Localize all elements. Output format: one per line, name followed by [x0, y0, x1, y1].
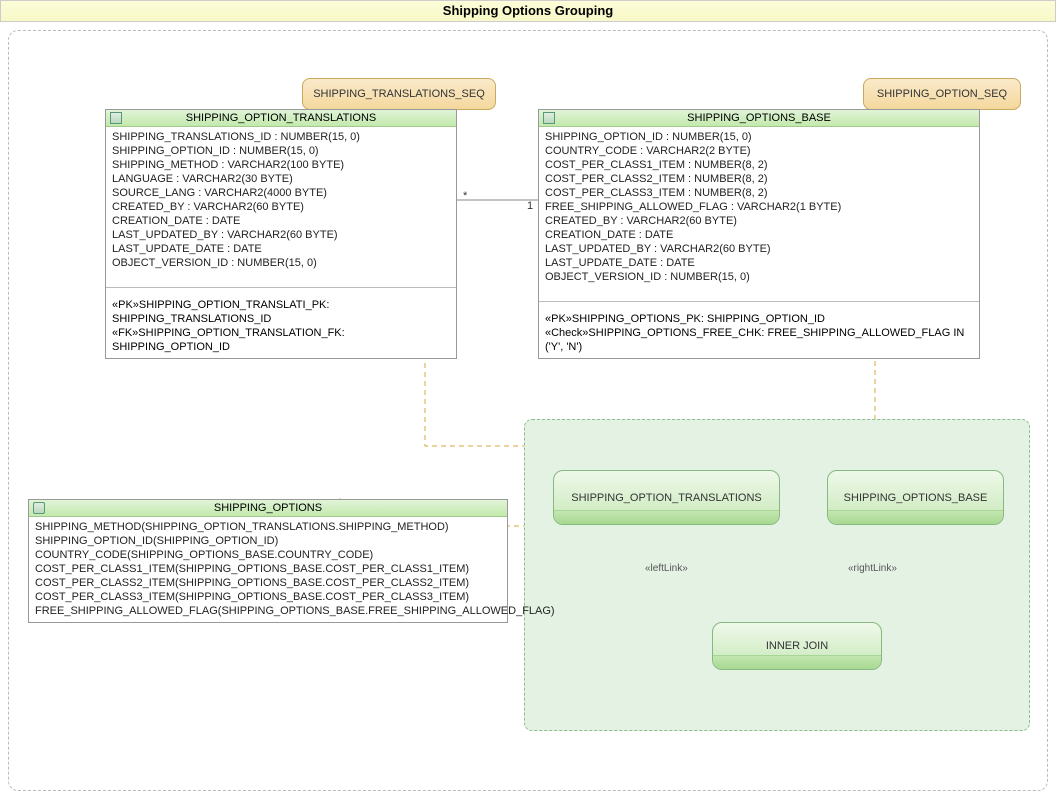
- col: SHIPPING_OPTION_ID : NUMBER(15, 0): [545, 130, 973, 144]
- multiplicity-star: *: [463, 190, 467, 202]
- col: CREATION_DATE : DATE: [545, 228, 973, 242]
- key: «FK»SHIPPING_OPTION_TRANSLATION_FK: SHIP…: [112, 326, 450, 354]
- diagram-title: Shipping Options Grouping: [0, 0, 1056, 22]
- col: CREATION_DATE : DATE: [112, 214, 450, 228]
- col: CREATED_BY : VARCHAR2(60 BYTE): [112, 200, 450, 214]
- right-link-label: «rightLink»: [848, 563, 897, 574]
- col: OBJECT_VERSION_ID : NUMBER(15, 0): [545, 270, 973, 284]
- view-shipping-options[interactable]: SHIPPING_OPTIONS SHIPPING_METHOD(SHIPPIN…: [28, 499, 508, 623]
- col: SHIPPING_OPTION_ID(SHIPPING_OPTION_ID): [35, 534, 501, 548]
- node-band: [828, 510, 1003, 524]
- entity-shipping-options-base[interactable]: SHIPPING_OPTIONS_BASE SHIPPING_OPTION_ID…: [538, 109, 980, 359]
- key: «PK»SHIPPING_OPTIONS_PK: SHIPPING_OPTION…: [545, 312, 973, 326]
- col: SHIPPING_OPTION_ID : NUMBER(15, 0): [112, 144, 450, 158]
- view-icon: [33, 502, 45, 514]
- node-shipping-options-base[interactable]: SHIPPING_OPTIONS_BASE: [827, 470, 1004, 525]
- node-label: INNER JOIN: [766, 640, 828, 652]
- sequence-shipping-translations-seq: SHIPPING_TRANSLATIONS_SEQ: [302, 78, 496, 110]
- col: COST_PER_CLASS2_ITEM(SHIPPING_OPTIONS_BA…: [35, 576, 501, 590]
- col: SHIPPING_METHOD(SHIPPING_OPTION_TRANSLAT…: [35, 520, 501, 534]
- node-inner-join[interactable]: INNER JOIN: [712, 622, 882, 670]
- col: FREE_SHIPPING_ALLOWED_FLAG : VARCHAR2(1 …: [545, 200, 973, 214]
- col: FREE_SHIPPING_ALLOWED_FLAG(SHIPPING_OPTI…: [35, 604, 501, 618]
- col: LAST_UPDATE_DATE : DATE: [545, 256, 973, 270]
- node-band: [554, 510, 779, 524]
- view-columns: SHIPPING_METHOD(SHIPPING_OPTION_TRANSLAT…: [29, 517, 507, 622]
- entity-keys: «PK»SHIPPING_OPTIONS_PK: SHIPPING_OPTION…: [539, 309, 979, 358]
- diagram-canvas: Shipping Options Grouping SHIPPING_TRANS…: [0, 0, 1056, 799]
- sequence-shipping-option-seq: SHIPPING_OPTION_SEQ: [863, 78, 1021, 110]
- col: COST_PER_CLASS1_ITEM : NUMBER(8, 2): [545, 158, 973, 172]
- node-label: SHIPPING_OPTION_TRANSLATIONS: [571, 492, 762, 504]
- col: COST_PER_CLASS3_ITEM(SHIPPING_OPTIONS_BA…: [35, 590, 501, 604]
- entity-columns: SHIPPING_OPTION_ID : NUMBER(15, 0) COUNT…: [539, 127, 979, 309]
- col: SHIPPING_METHOD : VARCHAR2(100 BYTE): [112, 158, 450, 172]
- entity-columns: SHIPPING_TRANSLATIONS_ID : NUMBER(15, 0)…: [106, 127, 456, 295]
- table-icon: [543, 112, 555, 124]
- col: COUNTRY_CODE : VARCHAR2(2 BYTE): [545, 144, 973, 158]
- col: LANGUAGE : VARCHAR2(30 BYTE): [112, 172, 450, 186]
- col: COUNTRY_CODE(SHIPPING_OPTIONS_BASE.COUNT…: [35, 548, 501, 562]
- col: LAST_UPDATE_DATE : DATE: [112, 242, 450, 256]
- key: «Check»SHIPPING_OPTIONS_FREE_CHK: FREE_S…: [545, 326, 973, 354]
- join-subframe: [524, 419, 1030, 731]
- left-link-label: «leftLink»: [645, 563, 688, 574]
- col: COST_PER_CLASS2_ITEM : NUMBER(8, 2): [545, 172, 973, 186]
- multiplicity-one: 1: [527, 200, 533, 212]
- col: SHIPPING_TRANSLATIONS_ID : NUMBER(15, 0): [112, 130, 450, 144]
- col: OBJECT_VERSION_ID : NUMBER(15, 0): [112, 256, 450, 270]
- view-header: SHIPPING_OPTIONS: [29, 500, 507, 517]
- node-band: [713, 655, 881, 669]
- node-label: SHIPPING_OPTIONS_BASE: [844, 492, 988, 504]
- col: COST_PER_CLASS1_ITEM(SHIPPING_OPTIONS_BA…: [35, 562, 501, 576]
- entity-header: SHIPPING_OPTION_TRANSLATIONS: [106, 110, 456, 127]
- col: LAST_UPDATED_BY : VARCHAR2(60 BYTE): [112, 228, 450, 242]
- entity-header: SHIPPING_OPTIONS_BASE: [539, 110, 979, 127]
- view-title: SHIPPING_OPTIONS: [214, 502, 322, 514]
- entity-keys: «PK»SHIPPING_OPTION_TRANSLATI_PK: SHIPPI…: [106, 295, 456, 358]
- entity-title: SHIPPING_OPTIONS_BASE: [687, 112, 831, 124]
- col: SOURCE_LANG : VARCHAR2(4000 BYTE): [112, 186, 450, 200]
- entity-shipping-option-translations[interactable]: SHIPPING_OPTION_TRANSLATIONS SHIPPING_TR…: [105, 109, 457, 359]
- col: COST_PER_CLASS3_ITEM : NUMBER(8, 2): [545, 186, 973, 200]
- table-icon: [110, 112, 122, 124]
- key: «PK»SHIPPING_OPTION_TRANSLATI_PK: SHIPPI…: [112, 298, 450, 326]
- col: CREATED_BY : VARCHAR2(60 BYTE): [545, 214, 973, 228]
- entity-title: SHIPPING_OPTION_TRANSLATIONS: [186, 112, 377, 124]
- col: LAST_UPDATED_BY : VARCHAR2(60 BYTE): [545, 242, 973, 256]
- node-shipping-option-translations[interactable]: SHIPPING_OPTION_TRANSLATIONS: [553, 470, 780, 525]
